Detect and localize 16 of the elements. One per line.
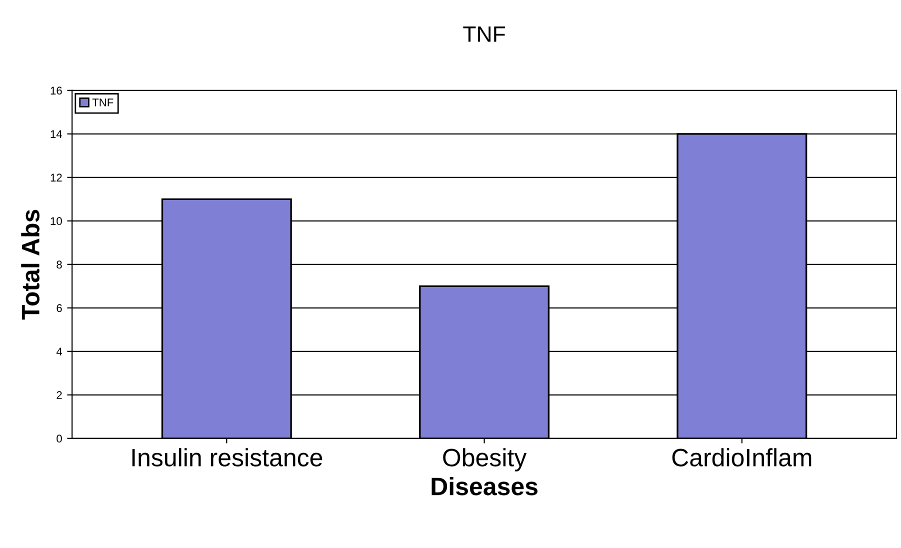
legend-label: TNF — [92, 98, 114, 106]
x-tick-label: Obesity — [443, 448, 527, 472]
y-tick-label: 8 — [56, 260, 62, 269]
y-tick-label: 16 — [50, 86, 62, 95]
x-axis-title: Diseases — [432, 476, 538, 496]
y-tick-label: 0 — [56, 434, 62, 443]
x-tick-label: CardioInflam — [672, 448, 812, 466]
y-tick-label: 4 — [56, 348, 62, 356]
chart-title: TNF — [463, 26, 505, 42]
y-tick-label: 12 — [50, 174, 62, 182]
y-tick-label: 14 — [50, 130, 62, 138]
y-tick-label: 2 — [56, 391, 62, 399]
y-axis-title: Total Abs — [21, 210, 40, 320]
y-tick-label: 10 — [50, 217, 62, 226]
x-tick-label: Insulin resistance — [132, 448, 322, 466]
y-tick-label: 6 — [56, 304, 62, 312]
